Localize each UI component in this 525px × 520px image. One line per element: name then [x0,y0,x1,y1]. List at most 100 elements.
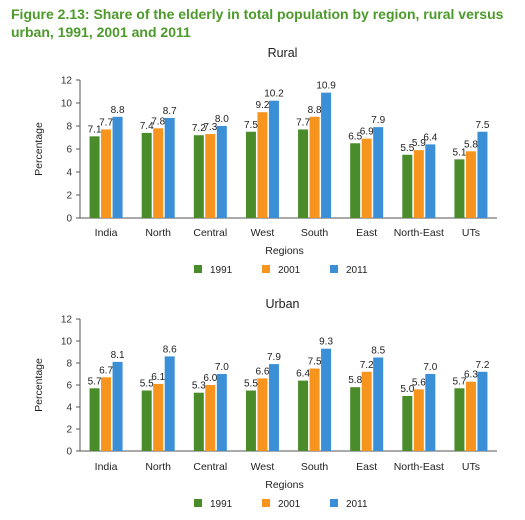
data-label: 7.9 [371,115,385,126]
data-label: 6.4 [296,369,310,380]
bar [164,356,175,451]
data-label: 5.9 [412,138,426,149]
y-tick-label: 12 [61,315,73,326]
x-axis-label: Regions [265,245,304,257]
y-tick-label: 2 [66,191,72,202]
y-axis-label: Percentage [33,122,45,176]
data-label: 6.5 [348,131,362,142]
data-label: 8.7 [163,106,177,117]
data-label: 8.5 [371,346,385,357]
legend-swatch [262,499,270,507]
data-label: 5.7 [88,376,102,387]
bar [268,364,279,451]
data-label: 5.8 [348,375,362,386]
data-label: 6.3 [464,370,478,381]
data-label: 7.1 [88,124,102,135]
bar [298,380,309,451]
y-tick-label: 10 [61,337,73,348]
data-label: 6.9 [360,127,374,138]
bar [309,368,320,451]
bar [101,129,112,218]
data-label: 6.1 [151,372,165,383]
figure-title: Figure 2.13: Share of the elderly in tot… [11,6,504,40]
x-tick-label: East [356,461,377,473]
data-label: 7.4 [140,121,154,132]
data-label: 5.0 [400,384,414,395]
bar [465,381,476,451]
data-label: 7.8 [151,116,165,127]
legend-swatch [330,265,338,273]
y-tick-label: 6 [66,381,72,392]
x-tick-label: North [145,461,171,473]
legend-label: 2001 [278,265,301,276]
data-label: 7.9 [267,352,281,363]
bar [425,374,436,451]
data-label: 7.0 [215,362,229,373]
data-label: 6.6 [255,366,269,377]
bar [245,131,256,218]
legend-label: 2001 [278,499,301,510]
bar [413,150,424,218]
y-tick-label: 10 [61,99,73,110]
legend-swatch [330,499,338,507]
bar [402,154,413,218]
data-label: 5.5 [400,143,414,154]
bar [425,144,436,218]
data-label: 5.5 [140,379,154,390]
bar [413,389,424,451]
x-tick-label: India [95,461,118,473]
bar [454,388,465,451]
bar [257,112,268,218]
x-tick-label: South [301,227,329,239]
x-tick-label: North-East [394,227,444,239]
bar [112,116,123,218]
bar [350,143,361,218]
data-label: 7.2 [360,360,374,371]
x-tick-label: Central [193,227,227,239]
bar [205,385,216,451]
x-tick-label: UTs [462,461,480,473]
bar [153,128,164,218]
data-label: 8.0 [215,114,229,125]
bar [321,348,332,451]
legend-swatch [194,265,202,273]
bar [477,131,488,218]
data-label: 7.5 [308,357,322,368]
bar [361,138,372,218]
data-label: 5.7 [452,376,466,387]
data-label: 8.8 [308,105,322,116]
x-tick-label: South [301,461,329,473]
bar [141,390,152,451]
data-label: 8.6 [163,344,177,355]
data-label: 10.2 [264,89,284,100]
bar [257,378,268,451]
bar [205,134,216,218]
data-label: 10.9 [316,81,336,92]
legend-label: 1991 [210,265,233,276]
bar [245,390,256,451]
panel-title: Urban [265,297,299,311]
bar [402,396,413,451]
data-label: 7.7 [296,117,310,128]
x-tick-label: East [356,227,377,239]
data-label: 5.6 [412,377,426,388]
data-label: 7.5 [475,120,489,131]
y-tick-label: 0 [66,214,72,225]
x-tick-label: North [145,227,171,239]
data-label: 7.2 [192,123,206,134]
bar [164,117,175,218]
bar [465,151,476,218]
bar [454,159,465,218]
y-tick-label: 2 [66,425,72,436]
bar [216,126,227,218]
bar [373,357,384,451]
data-label: 7.5 [244,120,258,131]
data-label: 7.7 [99,117,113,128]
bar [309,116,320,218]
y-tick-label: 8 [66,359,72,370]
y-axis-label: Percentage [33,358,45,412]
bar [216,374,227,451]
x-tick-label: West [251,227,275,239]
x-tick-label: India [95,227,118,239]
